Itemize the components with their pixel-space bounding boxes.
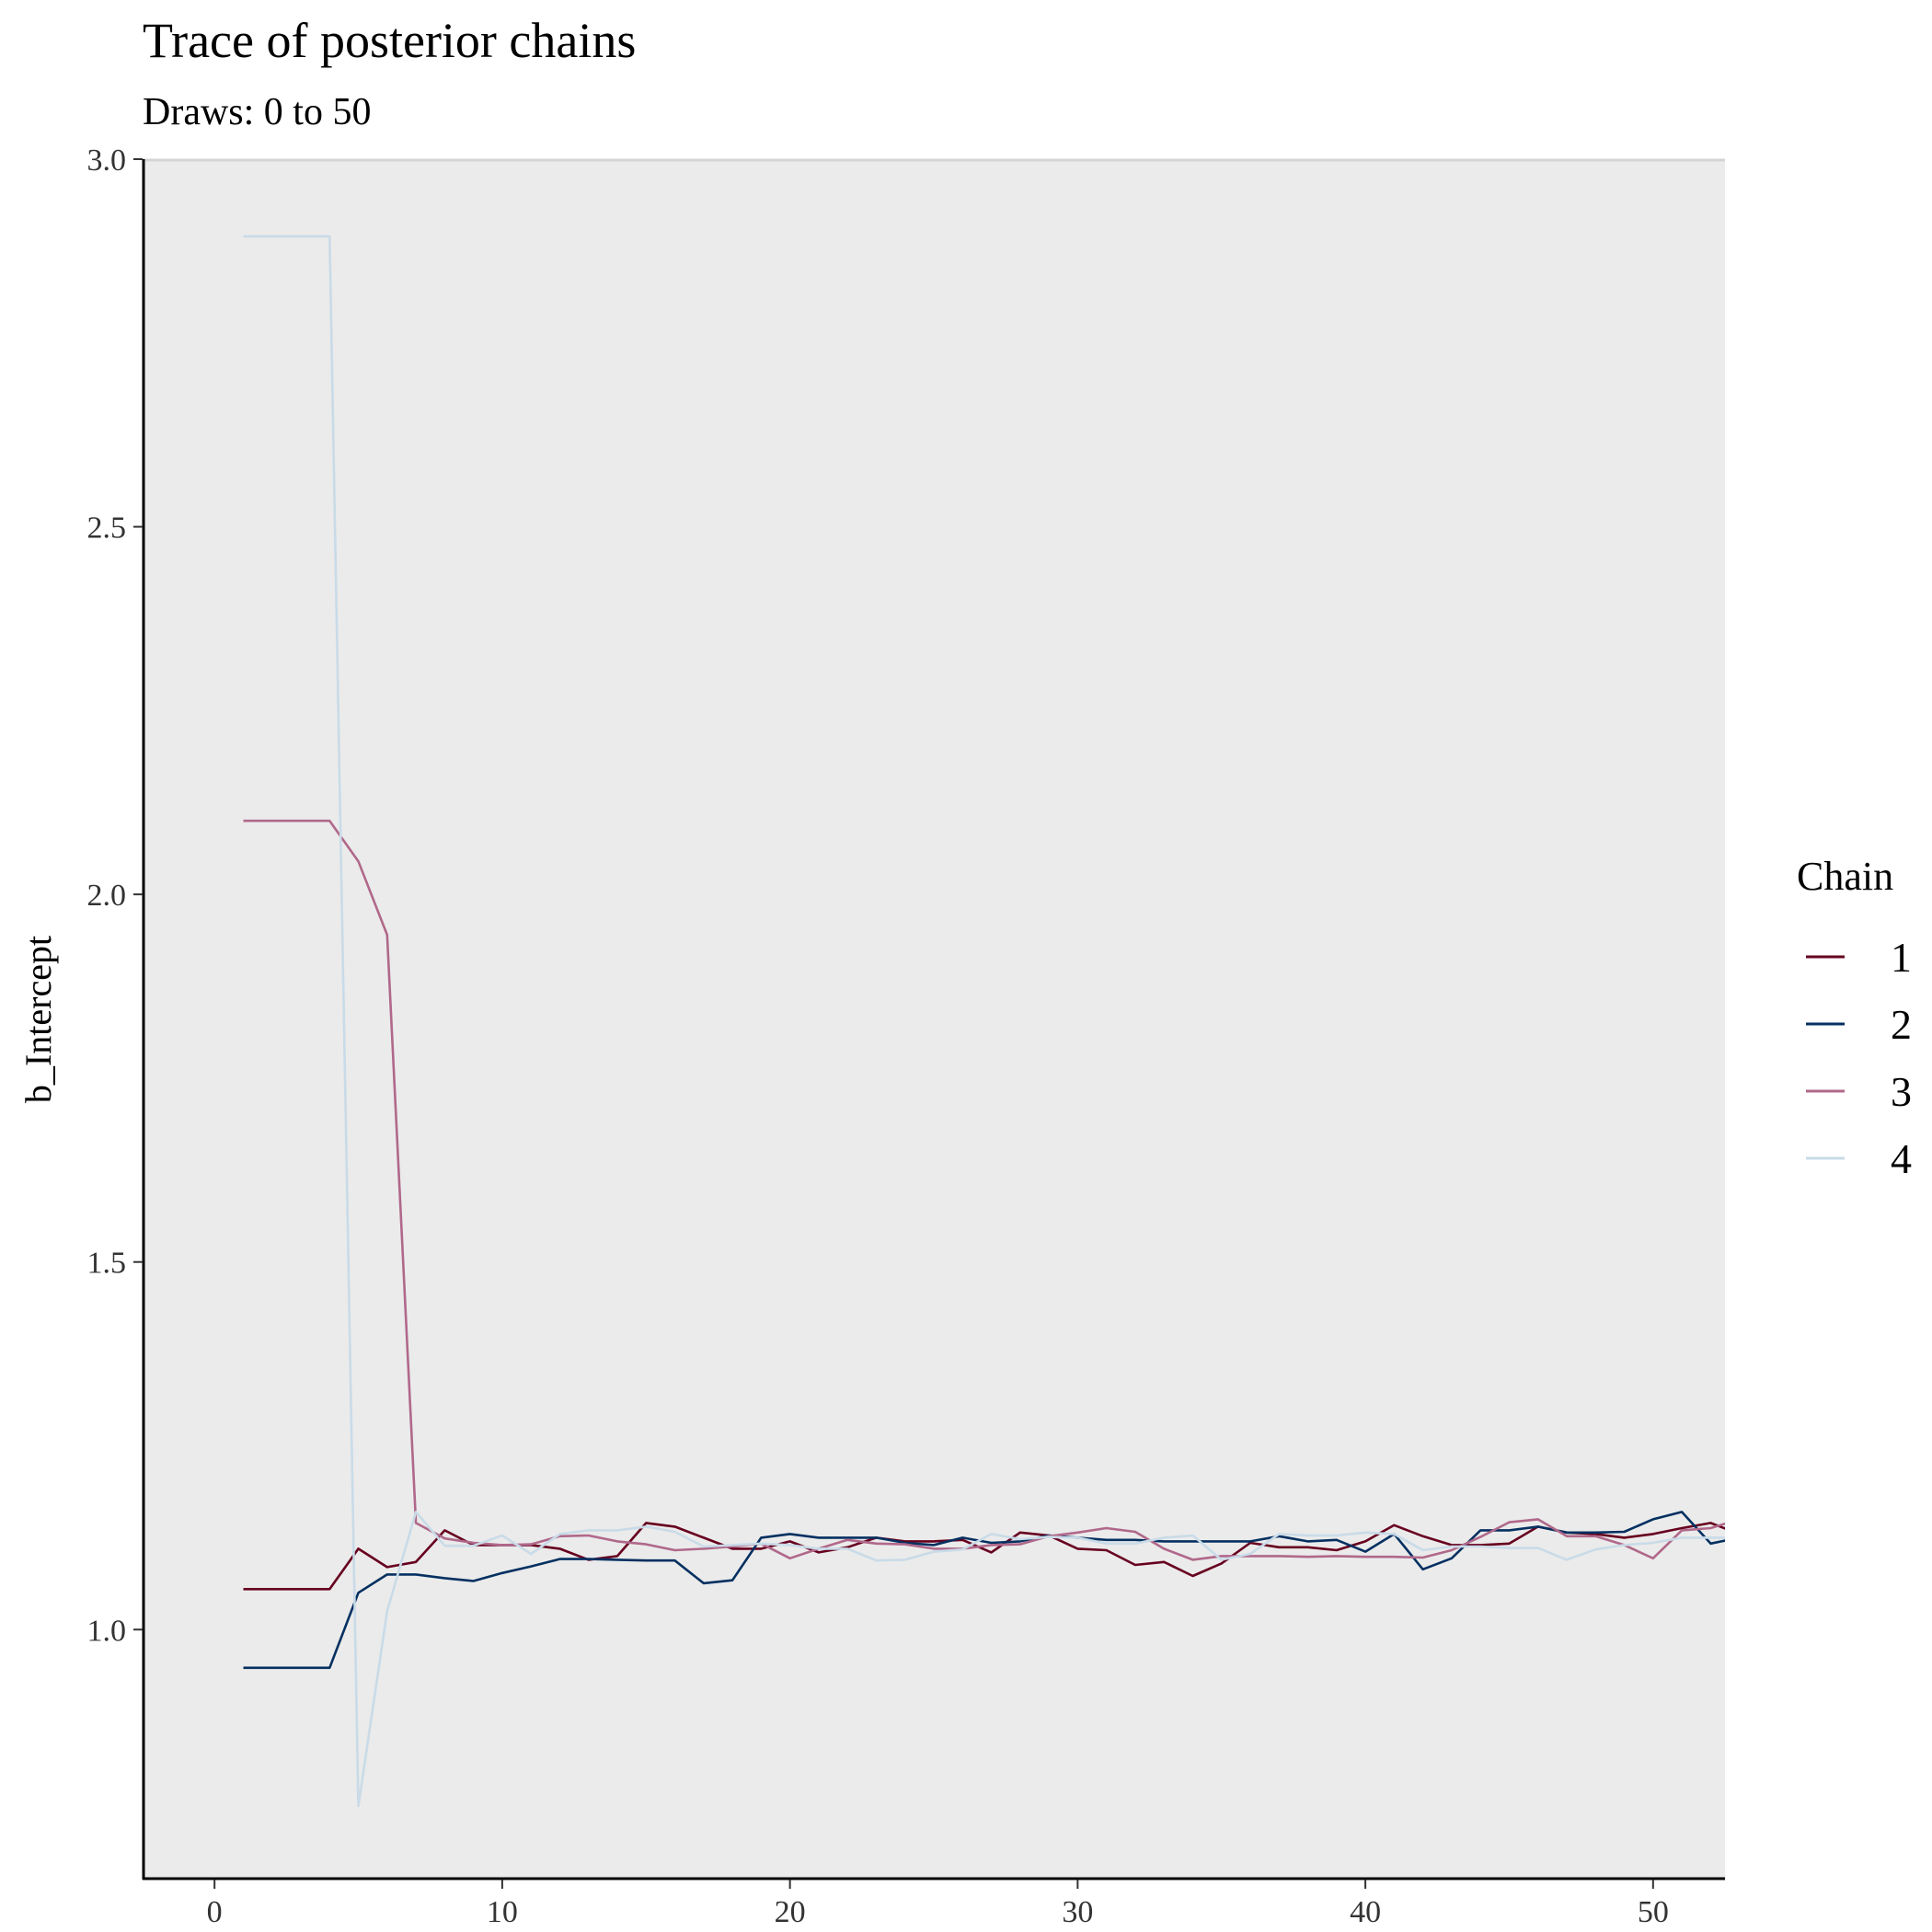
x-tick-label: 0 (207, 1895, 223, 1929)
chart-title: Trace of posterior chains (143, 13, 636, 68)
legend-title: Chain (1797, 854, 1893, 899)
series-line-chain-3 (243, 819, 1725, 1561)
y-tick-label: 1.5 (87, 1247, 127, 1281)
legend-label-chain-2: 2 (1891, 1001, 1912, 1048)
legend-label-chain-3: 3 (1891, 1068, 1912, 1115)
y-tick-label: 1.0 (87, 1614, 127, 1648)
y-axis-ticks: 1.0 1.5 2.0 2.5 3.0 (87, 144, 143, 1648)
x-tick-label: 30 (1062, 1895, 1093, 1929)
legend-label-chain-1: 1 (1891, 934, 1912, 981)
legend: Chain 1 2 3 4 (1797, 854, 1912, 1182)
x-tick-label: 20 (775, 1895, 806, 1929)
y-tick-label: 3.0 (87, 144, 127, 178)
series-line-chain-4 (243, 235, 1725, 1808)
chart-subtitle: Draws: 0 to 50 (143, 91, 371, 133)
legend-label-chain-4: 4 (1891, 1135, 1912, 1182)
y-tick-label: 2.5 (87, 512, 127, 546)
series-line-chain-2 (243, 1511, 1725, 1670)
x-tick-label: 10 (487, 1895, 518, 1929)
plot-panel (143, 159, 1725, 1880)
x-tick-label: 50 (1638, 1895, 1669, 1929)
x-tick-label: 40 (1350, 1895, 1381, 1929)
y-tick-label: 2.0 (87, 879, 127, 913)
y-axis-title: b_Intercept (17, 936, 59, 1103)
series-layer (243, 235, 1725, 1808)
x-axis-ticks: 0 10 20 30 40 50 (207, 1880, 1669, 1929)
